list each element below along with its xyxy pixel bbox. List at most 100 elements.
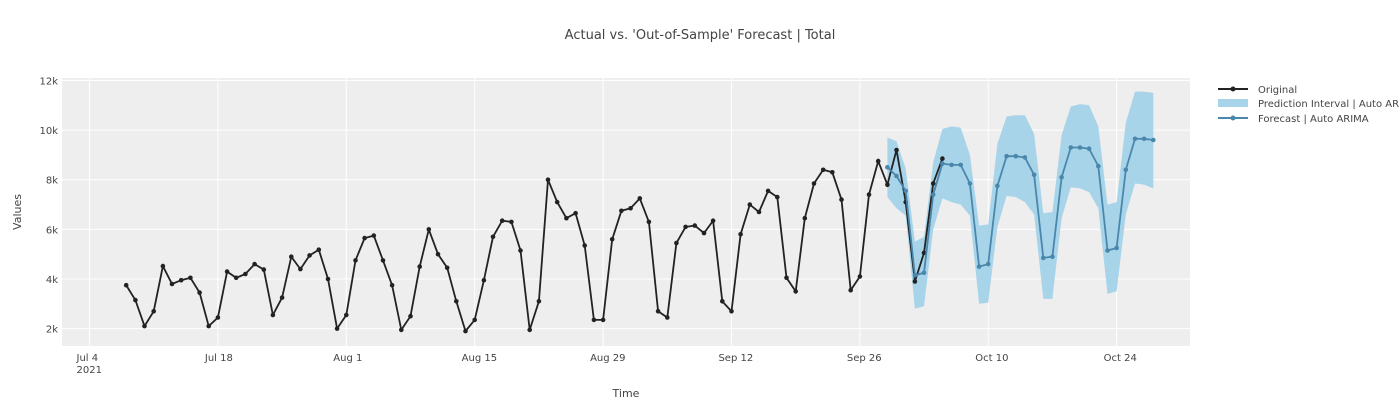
forecast-point — [1022, 155, 1028, 160]
legend-item-prediction-interval[interactable]: Prediction Interval | Auto ARIMA — [1218, 99, 1400, 110]
original-point — [408, 313, 413, 319]
forecast-series — [885, 136, 1156, 278]
original-point — [738, 232, 743, 237]
legend-label-prediction-interval: Prediction Interval | Auto ARIMA — [1258, 99, 1400, 110]
original-point — [848, 287, 853, 293]
original-point — [435, 251, 441, 257]
original-point — [591, 317, 597, 323]
original-point — [665, 315, 670, 320]
original-point — [371, 233, 377, 238]
original-point — [316, 247, 322, 252]
forecast-point — [921, 270, 927, 276]
original-point — [655, 309, 661, 314]
original-point — [206, 323, 211, 329]
y-axis-ticks: 2k 4k 6k 8k 10k 12k — [39, 76, 58, 335]
legend-label-forecast: Forecast | Auto ARIMA — [1258, 114, 1369, 125]
original-point — [178, 277, 184, 283]
original-point — [720, 299, 725, 304]
original-point — [151, 309, 156, 314]
original-point — [444, 265, 450, 271]
original-point — [123, 282, 129, 288]
original-point — [930, 181, 936, 186]
legend-item-forecast[interactable]: Forecast | Auto ARIMA — [1218, 114, 1369, 125]
x-tick-label: Oct 24 — [1104, 353, 1137, 364]
original-point — [894, 147, 899, 153]
original-point — [527, 327, 532, 333]
original-point — [554, 199, 560, 205]
original-point — [454, 299, 459, 304]
original-point — [142, 323, 147, 329]
original-point — [279, 295, 285, 300]
legend: Original Prediction Interval | Auto ARIM… — [1218, 85, 1400, 125]
forecast-point — [940, 161, 945, 166]
forecast-point — [1114, 245, 1119, 251]
y-tick-label: 8k — [46, 176, 58, 187]
y-tick-label: 4k — [46, 275, 58, 286]
chart-title: Actual vs. 'Out-of-Sample' Forecast | To… — [565, 28, 836, 43]
original-point — [518, 248, 523, 253]
original-point — [389, 282, 395, 288]
original-point — [289, 254, 294, 259]
original-point — [912, 279, 918, 284]
forecast-point — [967, 181, 973, 186]
original-point — [793, 289, 798, 294]
forecast-point — [995, 183, 1000, 189]
original-point — [701, 230, 707, 236]
original-point — [729, 309, 734, 314]
x-tick-label: Aug 1 — [333, 353, 362, 364]
forecast-point — [885, 165, 890, 170]
original-point — [334, 326, 340, 331]
original-point — [756, 209, 762, 215]
y-tick-label: 12k — [39, 76, 58, 87]
forecast-point — [894, 173, 899, 179]
forecast-point — [1123, 167, 1129, 173]
original-point — [169, 281, 175, 287]
original-point — [224, 269, 230, 274]
original-point — [692, 223, 698, 228]
forecast-point — [903, 188, 908, 194]
forecast-point — [1086, 146, 1092, 151]
original-point — [426, 227, 432, 232]
original-point — [619, 208, 624, 214]
original-point — [600, 317, 606, 323]
original-point — [463, 328, 468, 334]
prediction-interval-band — [887, 91, 1154, 309]
original-point — [802, 215, 808, 221]
original-point — [683, 224, 688, 230]
forecast-point — [1004, 153, 1009, 159]
original-point — [133, 297, 138, 303]
forecast-point — [1013, 153, 1019, 159]
x-tick-label: Oct 10 — [975, 353, 1008, 364]
x-tick-label: Jul 18 — [204, 353, 233, 364]
original-point — [775, 194, 780, 200]
original-point — [545, 177, 551, 182]
original-point — [270, 312, 276, 318]
x-tick-label: Sep 26 — [847, 353, 882, 364]
original-point — [747, 202, 753, 207]
forecast-point — [1041, 255, 1046, 261]
original-point — [490, 234, 496, 240]
forecast-point — [1105, 248, 1110, 253]
original-point — [609, 237, 615, 242]
original-point — [380, 258, 386, 263]
forecast-point — [976, 264, 982, 269]
original-point — [481, 277, 487, 283]
original-point — [499, 218, 505, 223]
original-point — [243, 271, 248, 277]
original-point — [646, 219, 652, 225]
original-point — [820, 167, 826, 173]
original-point — [628, 206, 633, 211]
original-point — [160, 263, 166, 269]
legend-item-original[interactable]: Original — [1218, 85, 1297, 96]
original-point — [564, 215, 569, 221]
legend-label-original: Original — [1258, 85, 1297, 96]
forecast-point — [1031, 172, 1037, 178]
original-point — [875, 158, 881, 164]
original-point — [261, 267, 267, 272]
forecast-point — [958, 162, 963, 168]
original-point — [252, 261, 257, 267]
original-point — [399, 327, 404, 333]
original-point — [811, 181, 817, 186]
